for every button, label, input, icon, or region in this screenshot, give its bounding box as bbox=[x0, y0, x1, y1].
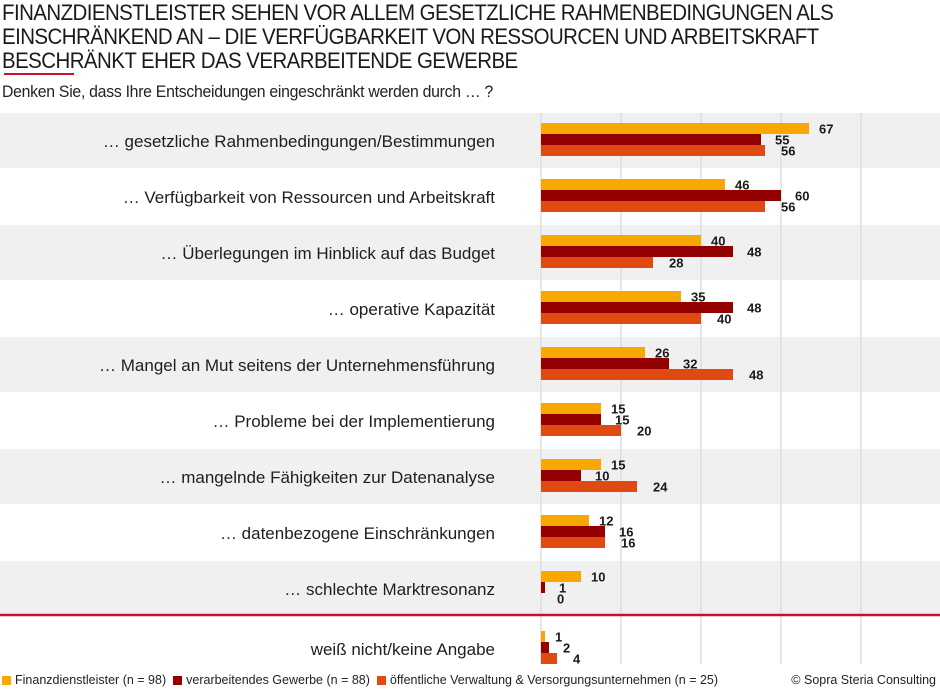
copyright-notice: © Sopra Steria Consulting bbox=[791, 673, 936, 687]
bar-oeffentlich bbox=[541, 201, 765, 212]
bar-gewerbe bbox=[541, 414, 601, 425]
category-label: … Verfügbarkeit von Ressourcen und Arbei… bbox=[123, 188, 496, 207]
data-label-oeffentlich: 24 bbox=[653, 480, 668, 495]
category-label: … operative Kapazität bbox=[328, 300, 496, 319]
bar-oeffentlich bbox=[541, 369, 733, 380]
bar-oeffentlich bbox=[541, 537, 605, 548]
data-label-oeffentlich: 28 bbox=[669, 256, 683, 271]
legend-label-oeffentlich: öffentliche Verwaltung & Versorgungsunte… bbox=[389, 673, 719, 687]
title-line-1: FINANZDIENSTLEISTER SEHEN VOR ALLEM GESE… bbox=[2, 0, 834, 25]
legend-label-finanz: Finanzdienstleister (n = 98) bbox=[15, 673, 167, 687]
bar-oeffentlich bbox=[541, 145, 765, 156]
data-label-gewerbe: 48 bbox=[747, 301, 761, 316]
title-line-2: EINSCHRÄNKEND AN – DIE VERFÜGBARKEIT VON… bbox=[2, 24, 819, 49]
legend-swatch-finanz bbox=[2, 675, 11, 685]
bar-gewerbe bbox=[541, 302, 733, 313]
legend-item-finanz: Finanzdienstleister (n = 98) bbox=[2, 673, 166, 687]
data-label-finanz: 15 bbox=[611, 458, 625, 473]
data-label-gewerbe: 15 bbox=[615, 413, 629, 428]
category-label: … Mangel an Mut seitens der Unternehmens… bbox=[99, 356, 495, 375]
bar-finanz bbox=[541, 291, 681, 302]
data-label-oeffentlich: 0 bbox=[557, 592, 564, 607]
category-label: … schlechte Marktresonanz bbox=[284, 580, 495, 599]
category-band bbox=[0, 225, 940, 280]
data-label-finanz: 67 bbox=[819, 122, 833, 137]
data-label-finanz: 10 bbox=[591, 570, 605, 585]
data-label-finanz: 35 bbox=[691, 290, 705, 305]
data-label-oeffentlich: 40 bbox=[717, 312, 731, 327]
bar-finanz bbox=[541, 571, 581, 582]
chart-subtitle: Denken Sie, dass Ihre Entscheidungen ein… bbox=[2, 82, 494, 101]
bar-finanz bbox=[541, 123, 809, 134]
bar-oeffentlich bbox=[541, 481, 637, 492]
data-label-gewerbe: 10 bbox=[595, 469, 609, 484]
chart-title: FINANZDIENSTLEISTER SEHEN VOR ALLEM GESE… bbox=[2, 1, 872, 73]
bar-gewerbe bbox=[541, 246, 733, 257]
bar-gewerbe bbox=[541, 190, 781, 201]
data-label-oeffentlich: 16 bbox=[621, 536, 635, 551]
data-label-gewerbe: 48 bbox=[747, 245, 761, 260]
category-label: … datenbezogene Einschränkungen bbox=[220, 524, 495, 543]
bar-finanz bbox=[541, 235, 701, 246]
data-label-finanz: 46 bbox=[735, 178, 749, 193]
legend-item-oeffentlich: öffentliche Verwaltung & Versorgungsunte… bbox=[376, 673, 719, 687]
bar-gewerbe bbox=[541, 134, 761, 145]
title-line-3: BESCHRÄNKT EHER DAS VERARBEITENDE GEWERB… bbox=[2, 48, 518, 73]
category-label: … mangelnde Fähigkeiten zur Datenanalyse bbox=[160, 468, 495, 487]
data-label-finanz: 12 bbox=[599, 514, 613, 529]
data-label-gewerbe: 16 bbox=[619, 525, 633, 540]
legend: Finanzdienstleister (n = 98) verarbeiten… bbox=[2, 673, 938, 687]
legend-swatch-oeffentlich bbox=[376, 675, 386, 685]
bar-chart: … gesetzliche Rahmenbedingungen/Bestimmu… bbox=[0, 113, 940, 667]
data-label-oeffentlich: 56 bbox=[781, 200, 795, 215]
bar-oeffentlich bbox=[541, 425, 621, 436]
data-label-oeffentlich: 48 bbox=[749, 368, 763, 383]
data-label-oeffentlich: 4 bbox=[573, 652, 581, 667]
bar-oeffentlich bbox=[541, 653, 557, 664]
data-label-finanz: 26 bbox=[655, 346, 669, 361]
bar-oeffentlich bbox=[541, 313, 701, 324]
data-label-gewerbe: 2 bbox=[563, 641, 570, 656]
category-band bbox=[0, 561, 940, 616]
bar-gewerbe bbox=[541, 470, 581, 481]
bar-finanz bbox=[541, 347, 645, 358]
data-label-gewerbe: 1 bbox=[559, 581, 566, 596]
data-label-oeffentlich: 20 bbox=[637, 424, 651, 439]
category-band bbox=[0, 113, 940, 168]
bar-gewerbe bbox=[541, 582, 545, 593]
bar-finanz bbox=[541, 179, 725, 190]
legend-item-gewerbe: verarbeitendes Gewerbe (n = 88) bbox=[173, 673, 370, 687]
bar-gewerbe bbox=[541, 642, 549, 653]
legend-swatch-gewerbe bbox=[173, 675, 183, 685]
bar-gewerbe bbox=[541, 358, 669, 369]
category-band bbox=[0, 449, 940, 504]
category-label: … gesetzliche Rahmenbedingungen/Bestimmu… bbox=[103, 132, 495, 151]
category-label: … Probleme bei der Implementierung bbox=[212, 412, 495, 431]
category-band bbox=[0, 337, 940, 392]
data-label-gewerbe: 32 bbox=[683, 357, 697, 372]
category-label: weiß nicht/keine Angabe bbox=[310, 640, 495, 659]
bar-finanz bbox=[541, 403, 601, 414]
category-label: … Überlegungen im Hinblick auf das Budge… bbox=[160, 244, 495, 263]
data-label-finanz: 15 bbox=[611, 402, 625, 417]
data-label-finanz: 1 bbox=[555, 630, 562, 645]
bar-finanz bbox=[541, 515, 589, 526]
data-label-gewerbe: 55 bbox=[775, 133, 789, 148]
data-label-oeffentlich: 56 bbox=[781, 144, 795, 159]
bar-finanz bbox=[541, 631, 545, 642]
data-label-finanz: 40 bbox=[711, 234, 725, 249]
title-accent-underline bbox=[4, 73, 74, 75]
data-label-gewerbe: 60 bbox=[795, 189, 809, 204]
legend-label-gewerbe: verarbeitendes Gewerbe (n = 88) bbox=[186, 673, 370, 687]
bar-gewerbe bbox=[541, 526, 605, 537]
bar-oeffentlich bbox=[541, 257, 653, 268]
bar-finanz bbox=[541, 459, 601, 470]
